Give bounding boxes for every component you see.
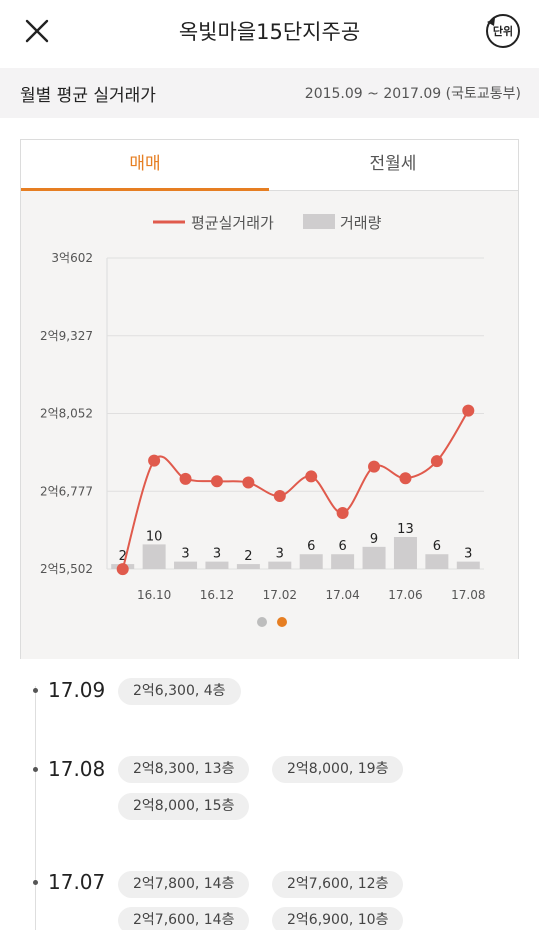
volume-bars bbox=[111, 537, 480, 569]
volume-value-label: 2 bbox=[244, 549, 252, 564]
volume-bar bbox=[362, 546, 386, 569]
timeline-line bbox=[35, 686, 36, 930]
price-point bbox=[368, 460, 381, 473]
price-point bbox=[210, 475, 223, 488]
deal-chip: 2억6,300, 4층 bbox=[118, 678, 241, 705]
chart-pager bbox=[257, 617, 287, 627]
price-volume-chart: 평균실거래가 거래량 3억602 2억9,327 2억8,052 2억6,777 2억5… bbox=[40, 214, 486, 627]
price-point bbox=[305, 470, 318, 483]
volume-bar bbox=[268, 561, 292, 569]
volume-bar bbox=[456, 561, 480, 569]
deal-chip: 2억8,000, 19층 bbox=[272, 756, 404, 783]
unit-toggle-button[interactable]: 단위 bbox=[483, 11, 523, 51]
y-tick-label: 2억6,777 bbox=[40, 484, 93, 498]
price-point bbox=[399, 472, 412, 485]
volume-bar bbox=[174, 561, 198, 569]
deal-chip: 2억7,800, 14층 bbox=[118, 871, 250, 898]
x-tick-label: 17.02 bbox=[263, 588, 297, 602]
active-tab-indicator bbox=[21, 188, 269, 191]
month-label: 17.09 bbox=[48, 678, 106, 702]
price-points bbox=[116, 404, 475, 576]
deal-chip: 2억8,300, 13층 bbox=[118, 756, 250, 783]
y-tick-label: 3억602 bbox=[51, 251, 93, 265]
chart-card: 매매 전월세 평균실거래가 거래량 3억602 2억9,327 2억8,052 2억6… bbox=[20, 139, 519, 659]
x-axis-labels: 16.10 16.12 17.02 17.04 17.06 17.08 bbox=[137, 588, 486, 602]
chart-grid bbox=[106, 257, 484, 570]
deal-chip: 2억7,600, 14층 bbox=[118, 907, 250, 930]
deal-chip: 2억7,600, 12층 bbox=[272, 871, 404, 898]
volume-bar bbox=[142, 544, 166, 569]
close-icon bbox=[25, 19, 49, 43]
volume-value-label: 3 bbox=[464, 547, 472, 562]
top-bar: 옥빛마을15단지주공 단위 bbox=[0, 0, 539, 62]
volume-bar bbox=[425, 554, 449, 569]
x-tick-label: 16.12 bbox=[200, 588, 234, 602]
unit-label: 단위 bbox=[492, 25, 514, 38]
legend-volume-label: 거래량 bbox=[340, 214, 382, 232]
price-point bbox=[336, 507, 349, 520]
volume-bar bbox=[299, 554, 323, 569]
close-button[interactable] bbox=[20, 14, 54, 48]
volume-value-label: 3 bbox=[276, 547, 284, 562]
volume-value-label: 9 bbox=[370, 532, 378, 547]
tab-sale[interactable]: 매매 bbox=[129, 154, 161, 174]
volume-bar bbox=[331, 554, 355, 569]
tab-rent[interactable]: 전월세 bbox=[369, 154, 417, 174]
price-point bbox=[179, 472, 192, 485]
month-label: 17.07 bbox=[48, 870, 106, 894]
volume-value-label: 3 bbox=[213, 547, 221, 562]
volume-value-label: 6 bbox=[433, 539, 441, 554]
volume-value-label: 6 bbox=[338, 539, 346, 554]
deal-chip: 2억8,000, 15층 bbox=[118, 793, 250, 820]
x-tick-label: 17.08 bbox=[451, 588, 485, 602]
section-title: 월별 평균 실거래가 bbox=[20, 86, 156, 106]
unit-circle bbox=[486, 14, 520, 48]
legend-bar-swatch bbox=[303, 214, 335, 229]
volume-bar bbox=[236, 564, 260, 569]
price-point bbox=[116, 563, 129, 576]
x-tick-label: 17.06 bbox=[388, 588, 422, 602]
price-point bbox=[242, 476, 255, 489]
price-point bbox=[430, 455, 443, 468]
y-tick-label: 2억5,502 bbox=[40, 562, 93, 576]
refresh-arrow-icon bbox=[487, 18, 495, 26]
volume-bar bbox=[393, 537, 417, 569]
deal-chip: 2억6,900, 10층 bbox=[272, 907, 404, 930]
price-point bbox=[273, 489, 286, 502]
pager-dot bbox=[257, 617, 267, 627]
chart-legend: 평균실거래가 거래량 bbox=[153, 214, 382, 232]
page-title: 옥빛마을15단지주공 bbox=[178, 20, 361, 44]
timeline-dot bbox=[33, 688, 38, 693]
legend-price-label: 평균실거래가 bbox=[191, 214, 274, 232]
price-chart-area: 평균실거래가 거래량 3억602 2억9,327 2억8,052 2억6,777 2억5… bbox=[21, 191, 518, 659]
x-tick-label: 16.10 bbox=[137, 588, 171, 602]
transaction-timeline: 17.09 2억6,300, 4층 17.08 2억8,300, 13층 2억8… bbox=[0, 660, 539, 930]
section-subheader: 월별 평균 실거래가 2015.09 ~ 2017.09 (국토교통부) bbox=[0, 68, 539, 118]
y-tick-label: 2억9,327 bbox=[40, 329, 93, 343]
price-point bbox=[148, 454, 161, 467]
x-tick-label: 17.04 bbox=[325, 588, 359, 602]
timeline-dot bbox=[33, 767, 38, 772]
price-point bbox=[462, 404, 475, 417]
volume-value-label: 2 bbox=[119, 549, 127, 564]
timeline-dot bbox=[33, 880, 38, 885]
month-label: 17.08 bbox=[48, 757, 106, 781]
y-axis-labels: 3억602 2억9,327 2억8,052 2억6,777 2억5,502 bbox=[40, 251, 93, 576]
volume-value-label: 10 bbox=[146, 529, 163, 544]
volume-value-label: 6 bbox=[307, 539, 315, 554]
volume-labels: 2 10 3 3 2 3 6 6 9 13 6 3 bbox=[119, 522, 473, 564]
date-range: 2015.09 ~ 2017.09 (국토교통부) bbox=[304, 86, 521, 102]
y-tick-label: 2억8,052 bbox=[40, 407, 93, 421]
pager-dot bbox=[277, 617, 287, 627]
volume-value-label: 13 bbox=[397, 522, 414, 537]
volume-bar bbox=[205, 561, 229, 569]
deal-type-tabs: 매매 전월세 bbox=[21, 140, 518, 191]
volume-value-label: 3 bbox=[181, 547, 189, 562]
